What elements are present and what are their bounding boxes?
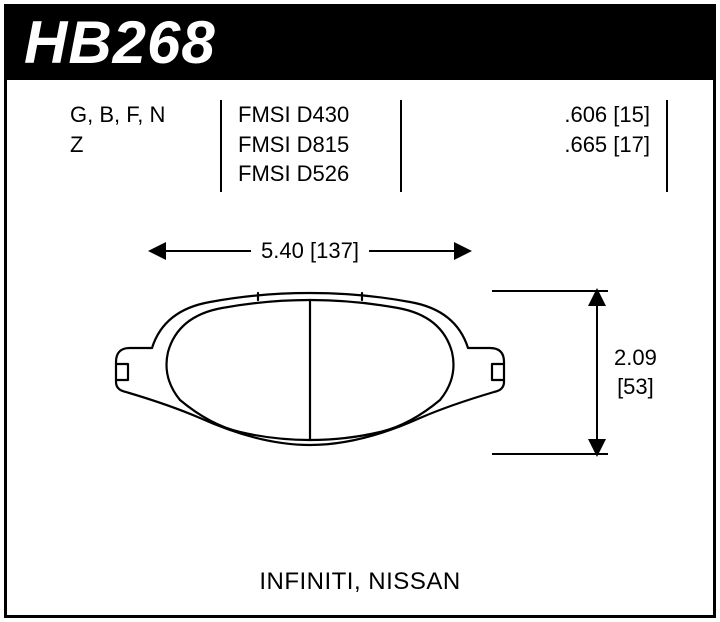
part-number: HB268: [24, 8, 216, 77]
fmsi-1: FMSI D815: [238, 130, 349, 160]
compounds-line-2: Z: [70, 130, 165, 160]
divider-1: [220, 100, 222, 192]
height-label: 2.09 [53]: [614, 344, 657, 401]
thickness-column: .606 [15] .665 [17]: [564, 100, 650, 159]
height-dim-line: [596, 290, 598, 455]
specs-row: G, B, F, N Z FMSI D430 FMSI D815 FMSI D5…: [0, 100, 720, 200]
fmsi-2: FMSI D526: [238, 159, 349, 189]
thickness-0: .606 [15]: [564, 100, 650, 130]
divider-3: [666, 100, 668, 192]
header-bar: HB268: [4, 4, 716, 80]
thickness-1: .665 [17]: [564, 130, 650, 160]
divider-2: [400, 100, 402, 192]
width-label: 5.40 [137]: [251, 238, 369, 264]
arrow-right-icon: [454, 242, 472, 260]
compounds-line-1: G, B, F, N: [70, 100, 165, 130]
arrow-down-icon: [588, 439, 606, 457]
fmsi-0: FMSI D430: [238, 100, 349, 130]
brands-label: INFINITI, NISSAN: [0, 568, 720, 596]
brake-pad-outline: [110, 290, 510, 460]
arrow-left-icon: [148, 242, 166, 260]
compounds-column: G, B, F, N Z: [70, 100, 165, 159]
arrow-up-icon: [588, 288, 606, 306]
width-dimension: 5.40 [137]: [150, 232, 470, 272]
height-dimension: 2.09 [53]: [550, 290, 650, 455]
fmsi-column: FMSI D430 FMSI D815 FMSI D526: [238, 100, 349, 189]
